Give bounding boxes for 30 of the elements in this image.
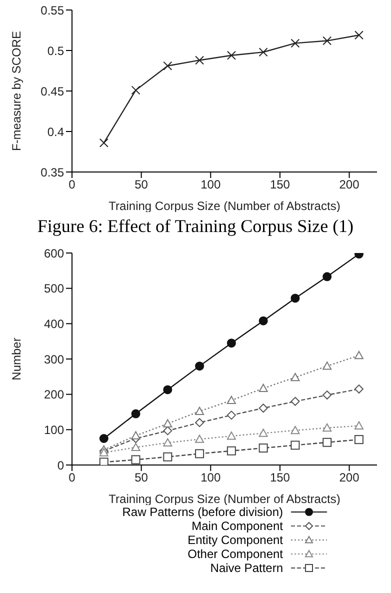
x-tick-label: 100	[200, 470, 221, 485]
x-tick-label: 150	[270, 178, 290, 192]
legend-label: Other Component	[188, 547, 283, 561]
x-tick-label: 200	[339, 178, 360, 192]
y-tick-label: 0	[57, 458, 64, 472]
y-tick-label: 500	[44, 282, 64, 296]
x-tick-label: 50	[134, 470, 148, 485]
y-axis-title: F-measure by SCORE	[9, 30, 24, 152]
legend-label: Naive Pattern	[210, 561, 283, 575]
legend-label: Raw Patterns (before division)	[122, 505, 283, 519]
y-tick-label: 0.4	[47, 124, 64, 139]
y-tick-label: 0.5	[47, 44, 64, 58]
y-tick-label: 100	[44, 422, 64, 437]
y-tick-label: 0.55	[40, 3, 64, 18]
y-tick-label: 200	[44, 388, 64, 402]
x-tick-label: 100	[200, 178, 221, 192]
caption: Figure 6: Effect of Training Corpus Size (1)	[36, 216, 355, 237]
y-tick-label: 0.45	[40, 84, 64, 98]
y-tick-label: 0.35	[40, 165, 64, 180]
legend-label: Main Component	[192, 519, 283, 533]
x-tick-label: 200	[339, 470, 360, 485]
x-tick-label: 0	[68, 178, 76, 192]
y-tick-label: 600	[44, 246, 64, 260]
y-axis-title: Number	[9, 338, 24, 380]
legend-label: Entity Component	[188, 533, 283, 547]
y-tick-label: 300	[44, 352, 64, 366]
x-tick-label: 50	[134, 178, 148, 192]
x-tick-label: 0	[68, 470, 76, 485]
y-tick-label: 400	[44, 316, 64, 331]
x-tick-label: 150	[270, 470, 290, 485]
